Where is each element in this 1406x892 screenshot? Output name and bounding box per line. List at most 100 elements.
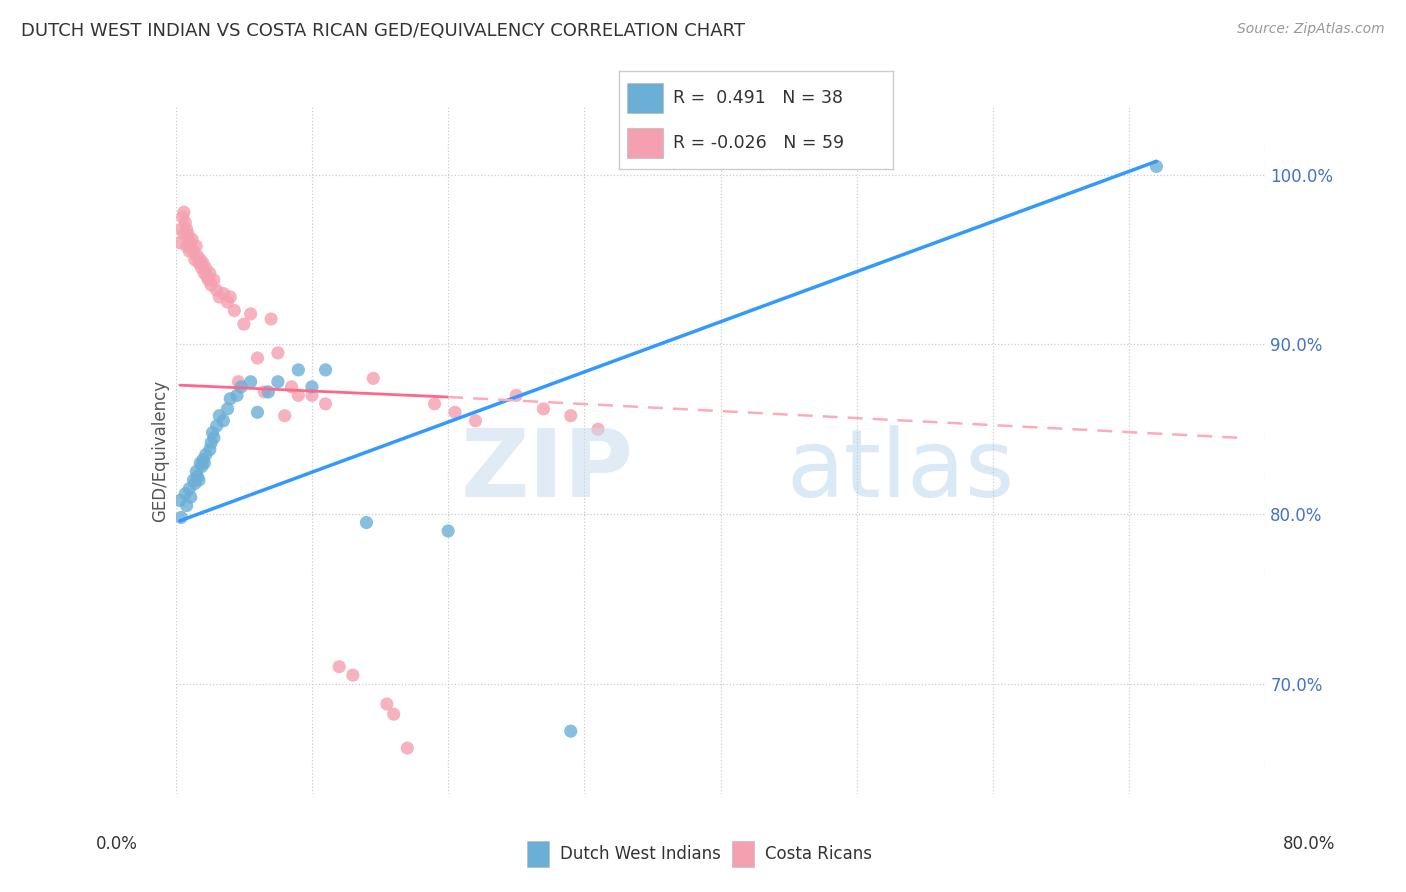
Point [342, 668, 364, 682]
Point [186, 249, 209, 263]
Point [186, 239, 208, 253]
Point [560, 724, 582, 739]
Point [180, 239, 202, 253]
Text: 0.0%: 0.0% [96, 835, 138, 853]
Point [423, 397, 446, 411]
Point [217, 401, 239, 416]
Point [505, 388, 527, 402]
Point [267, 375, 290, 389]
Point [184, 252, 207, 267]
Point [188, 456, 211, 470]
Point [169, 235, 191, 250]
Point [328, 659, 350, 673]
Point [197, 273, 219, 287]
Point [201, 425, 224, 440]
Point [226, 388, 249, 402]
Text: 80.0%: 80.0% [1284, 835, 1336, 853]
Point [315, 397, 337, 411]
Point [191, 256, 214, 270]
Point [232, 317, 254, 331]
Point [246, 405, 269, 419]
Point [287, 388, 309, 402]
Point [193, 456, 215, 470]
Point [274, 409, 297, 423]
Point [239, 307, 262, 321]
Text: R =  0.491   N = 38: R = 0.491 N = 38 [673, 89, 844, 107]
Point [208, 290, 231, 304]
Point [179, 482, 201, 496]
Point [212, 286, 235, 301]
Point [202, 273, 225, 287]
Point [181, 232, 204, 246]
Point [191, 452, 214, 467]
Point [253, 384, 276, 399]
Point [205, 418, 228, 433]
Point [179, 235, 201, 250]
Point [356, 516, 378, 530]
Point [184, 476, 207, 491]
Text: ZIP: ZIP [461, 425, 633, 517]
Text: Source: ZipAtlas.com: Source: ZipAtlas.com [1237, 22, 1385, 37]
Point [194, 448, 217, 462]
Point [172, 211, 194, 225]
Point [176, 499, 198, 513]
Point [179, 244, 201, 259]
Point [176, 222, 198, 236]
Point [239, 375, 262, 389]
Bar [527, 840, 550, 867]
Point [174, 215, 197, 229]
Point [267, 346, 290, 360]
Point [170, 222, 193, 236]
Point [193, 266, 215, 280]
Point [195, 269, 218, 284]
Point [198, 442, 221, 457]
Point [177, 227, 200, 242]
Point [437, 524, 460, 538]
Bar [627, 83, 662, 112]
Point [180, 490, 202, 504]
Text: atlas: atlas [786, 425, 1014, 517]
Text: DUTCH WEST INDIAN VS COSTA RICAN GED/EQUIVALENCY CORRELATION CHART: DUTCH WEST INDIAN VS COSTA RICAN GED/EQU… [21, 22, 745, 40]
Point [280, 380, 302, 394]
Point [257, 384, 280, 399]
Point [190, 261, 212, 276]
Point [187, 256, 209, 270]
Point [186, 469, 209, 483]
Point [188, 252, 211, 267]
Text: Dutch West Indians: Dutch West Indians [560, 845, 721, 863]
Point [228, 375, 250, 389]
Point [315, 363, 337, 377]
Point [212, 414, 235, 428]
Point [375, 697, 398, 711]
Point [246, 351, 269, 365]
Point [173, 227, 195, 242]
Point [382, 707, 405, 722]
Point [200, 278, 222, 293]
Point [260, 312, 283, 326]
Point [217, 295, 239, 310]
Text: R = -0.026   N = 59: R = -0.026 N = 59 [673, 134, 845, 152]
Point [183, 473, 205, 487]
Point [287, 363, 309, 377]
Point [169, 493, 191, 508]
Point [173, 205, 195, 219]
Point [1144, 160, 1167, 174]
Point [205, 283, 228, 297]
Point [219, 392, 242, 406]
Point [586, 422, 609, 436]
Point [200, 435, 222, 450]
Point [219, 290, 242, 304]
Point [301, 388, 323, 402]
Point [396, 741, 419, 756]
Point [560, 409, 582, 423]
Point [187, 473, 209, 487]
Point [224, 303, 246, 318]
Point [190, 459, 212, 474]
Point [176, 239, 198, 253]
Bar [627, 128, 662, 158]
Y-axis label: GED/Equivalency: GED/Equivalency [150, 379, 169, 522]
Point [208, 409, 231, 423]
Text: Costa Ricans: Costa Ricans [765, 845, 872, 863]
Bar [733, 840, 754, 867]
Point [174, 486, 197, 500]
